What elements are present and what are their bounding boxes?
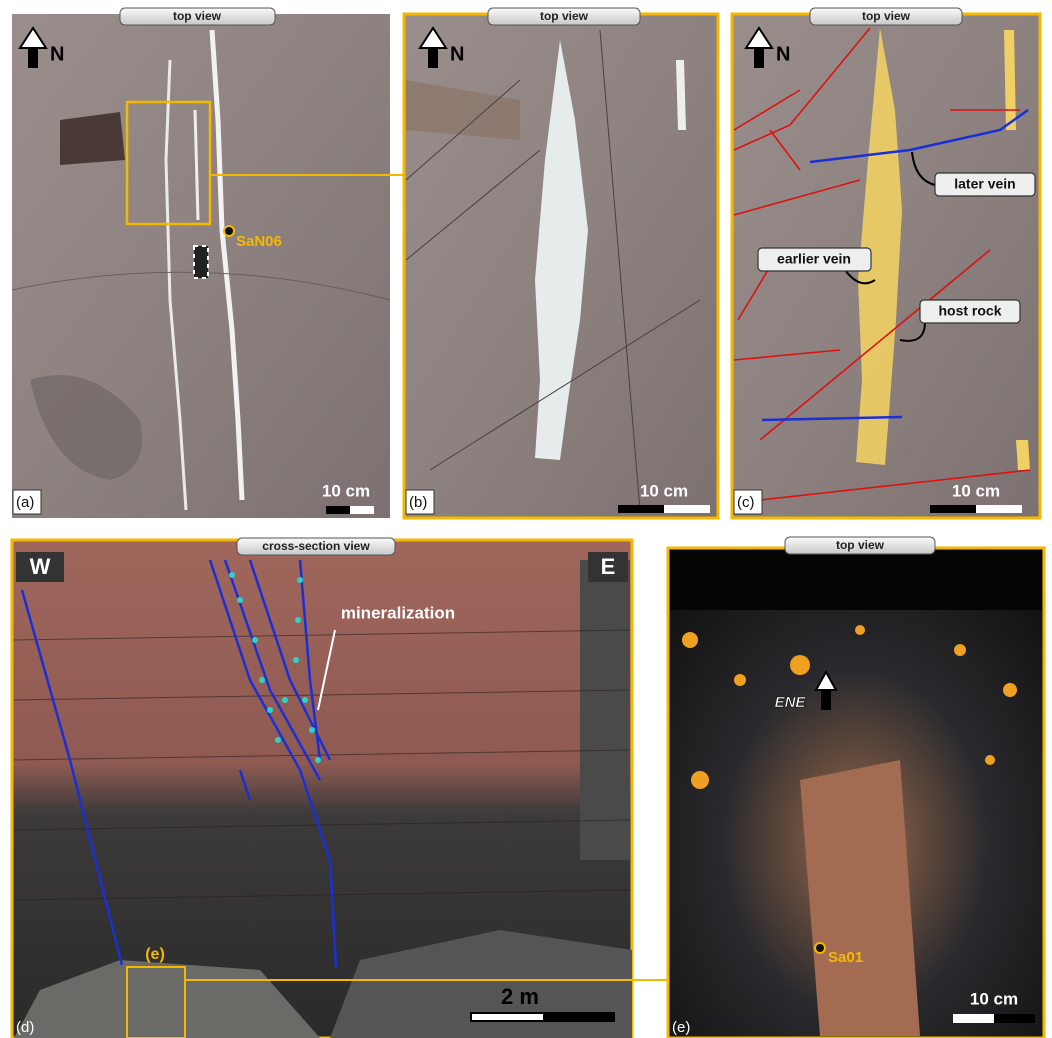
callout-arrow: [844, 269, 876, 285]
fractures: [405, 29, 701, 511]
panel-label-box: [12, 489, 42, 515]
scale-label: 10 cm: [952, 481, 1000, 500]
scale-bar: [930, 505, 976, 513]
callout-arrow: [899, 321, 926, 342]
north-label: N: [450, 43, 464, 65]
view-label-box: [487, 7, 641, 26]
north-label: N: [776, 43, 790, 65]
panel-b: N top view 10 cm (b): [402, 7, 720, 520]
scale-label: 2 m: [501, 984, 539, 1009]
scale-label: 10 cm: [322, 481, 370, 500]
callout-box: [757, 247, 872, 272]
inset-box: [126, 966, 186, 1038]
annotation: mineralization: [341, 603, 455, 622]
view-label: cross-section view: [262, 539, 370, 553]
sample-marker: [814, 942, 826, 954]
annotation: host rock: [938, 303, 1001, 319]
panel-label: (e): [672, 1019, 690, 1036]
inset-box: [125, 100, 212, 226]
cliff-face: [580, 560, 630, 860]
view-label: top view: [862, 9, 911, 23]
panel-a: N SaN06 top view 10 cm (a): [11, 7, 404, 518]
direction-label: E: [601, 554, 616, 579]
scale-bar: [326, 506, 350, 514]
rock-shadow: [30, 375, 142, 480]
panel-d: mineralization W E (e) cross-section vie…: [10, 537, 668, 1038]
view-label: top view: [836, 538, 885, 552]
panel-label-box: [405, 489, 435, 515]
panel-c: later vein earlier vein host rock N top …: [730, 7, 1042, 520]
scale-bar: [618, 505, 664, 513]
view-label-box: [784, 536, 936, 555]
direction-box: [588, 552, 628, 582]
vein: [164, 59, 188, 511]
view-label: top view: [540, 9, 589, 23]
annotation: later vein: [954, 176, 1015, 192]
later-vein-trace: [761, 415, 903, 422]
scale-bar: [994, 1014, 1035, 1023]
callout-box: [919, 299, 1021, 324]
vein: [535, 40, 588, 460]
rocks: [330, 930, 632, 1038]
panel-label: (d): [16, 1019, 34, 1036]
scale-bar: [472, 1014, 543, 1020]
rock-stain: [406, 80, 520, 140]
panel-label: (b): [409, 494, 427, 511]
vein: [209, 29, 245, 501]
view-label-box: [119, 7, 276, 26]
direction-label: W: [30, 554, 51, 579]
vein-fill: [856, 28, 902, 465]
sample-label: SaN06: [236, 233, 282, 250]
fault-traces: [20, 559, 338, 969]
view-label-box: [236, 537, 396, 556]
direction-arrow: [821, 690, 831, 710]
panel-e: ENE Sa01 top view 10 cm (e): [666, 536, 1046, 1038]
scale-label: 10 cm: [970, 989, 1018, 1008]
direction-label: ENE: [775, 694, 807, 711]
annotation: earlier vein: [777, 251, 851, 267]
later-vein-trace: [809, 108, 1029, 164]
rock-shadow: [60, 112, 125, 165]
north-arrow: [754, 48, 764, 68]
vein-fill: [1004, 30, 1016, 130]
mineralization-dots: [229, 572, 321, 763]
north-arrow: [428, 48, 438, 68]
panel-label-box: [733, 489, 763, 515]
north-label: N: [50, 43, 64, 65]
vein-fill: [1016, 440, 1030, 470]
callout-arrow: [911, 151, 936, 186]
inset-label: (e): [145, 946, 165, 963]
north-arrow: [28, 48, 38, 68]
view-label: top view: [173, 9, 222, 23]
panel-label: (c): [737, 494, 755, 511]
callout-box: [934, 172, 1036, 197]
vein: [676, 60, 686, 130]
panel-label: (a): [16, 494, 34, 511]
sample-marker: [223, 225, 235, 237]
view-label-box: [809, 7, 963, 26]
sky: [670, 550, 1042, 610]
direction-box: [16, 552, 64, 582]
scale-label: 10 cm: [640, 481, 688, 500]
rock-block: [800, 760, 920, 1036]
sample-label: Sa01: [828, 949, 863, 966]
scale-card: [193, 245, 209, 279]
vein: [193, 109, 200, 221]
annotation-arrow: [317, 629, 336, 711]
lichen: [682, 625, 1017, 789]
